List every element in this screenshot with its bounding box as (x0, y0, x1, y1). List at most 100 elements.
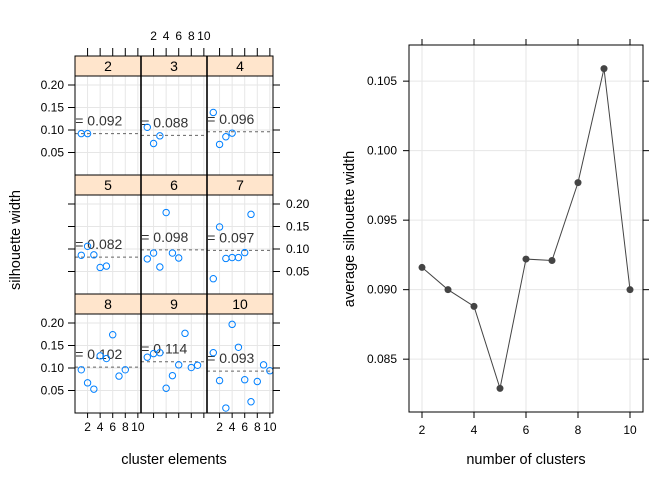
strip-label: 7 (236, 177, 244, 193)
panel-k9: 9 ∕ = 0.114 (132, 293, 208, 414)
panel-content: ∕ = 0.093 (207, 314, 273, 413)
x-tick-label: 8 (122, 420, 129, 434)
x-tick-label: 8 (188, 29, 195, 43)
x-tick-label: 2 (216, 420, 223, 434)
y-axis-title: average silhouette width (342, 151, 358, 307)
strip-label: 5 (104, 177, 112, 193)
strip-label: 2 (104, 58, 112, 74)
x-tick-label: 10 (623, 423, 637, 437)
average-label: ∕ = 0.098 (132, 229, 189, 245)
y-tick-label: 0.100 (367, 144, 397, 158)
data-point (83, 242, 92, 251)
data-point (222, 254, 230, 263)
silhouette-panels-chart: 2 ∕ = 0.092 3 ∕ = 0.088 4 ∕ = 0.096 5 ∕ = 0.082… (8, 29, 310, 468)
data-point (193, 361, 202, 369)
data-point (548, 256, 556, 264)
x-tick-label: 6 (523, 423, 530, 437)
data-point (215, 140, 224, 149)
x-tick-label: 10 (197, 29, 211, 43)
x-tick-label: 10 (263, 420, 277, 434)
data-point (187, 363, 195, 372)
panel-content: ∕ = 0.097 (198, 195, 273, 294)
y-tick-label: 0.085 (367, 352, 397, 366)
data-point (181, 329, 189, 338)
x-tick-label: 4 (471, 423, 478, 437)
average-label: ∕ = 0.088 (132, 114, 189, 130)
data-point (234, 343, 243, 351)
data-point (162, 208, 170, 217)
data-point (626, 286, 634, 294)
data-point (175, 254, 183, 262)
y-tick-label: 0.105 (367, 74, 397, 88)
average-label: ∕ = 0.097 (198, 229, 255, 245)
data-point (266, 367, 273, 375)
y-tick-label: 0.090 (367, 283, 397, 297)
data-point (247, 398, 255, 406)
panel-k3: 3 ∕ = 0.088 (132, 55, 208, 176)
x-tick-label: 2 (84, 420, 91, 434)
y-tick-label: 0.20 (286, 197, 310, 211)
average-label: ∕ = 0.082 (66, 236, 123, 252)
data-point (418, 263, 426, 271)
x-tick-label: 6 (241, 420, 248, 434)
panel-border (74, 313, 142, 414)
data-point (168, 371, 177, 380)
y-tick-label: 0.10 (286, 242, 310, 256)
data-point (228, 129, 236, 137)
data-point (102, 354, 111, 363)
data-point (222, 133, 230, 141)
panel-k6: 6 ∕ = 0.098 (132, 174, 208, 295)
strip-label: 6 (170, 177, 178, 193)
data-point (209, 275, 217, 283)
strip-label: 3 (170, 58, 178, 74)
y-axis-title: silhouette width (8, 190, 24, 290)
y-tick-label: 0.05 (286, 265, 310, 279)
average-label: ∕ = 0.102 (66, 346, 123, 362)
x-tick-label: 8 (254, 420, 261, 434)
x-tick-label: 8 (575, 423, 582, 437)
strip-label: 4 (236, 58, 244, 74)
panel-content: ∕ = 0.092 (66, 76, 141, 175)
panel-content: ∕ = 0.082 (66, 195, 141, 294)
y-tick-label: 0.05 (41, 384, 65, 398)
y-tick-label: 0.20 (41, 78, 65, 92)
data-point (109, 331, 117, 339)
strip-label: 9 (170, 296, 178, 312)
data-point (574, 179, 582, 187)
panel-k7: 7 ∕ = 0.097 (198, 174, 274, 295)
y-tick-label: 0.20 (41, 316, 65, 330)
x-tick-label: 2 (150, 29, 157, 43)
y-tick-label: 0.15 (41, 339, 65, 353)
data-point (209, 108, 217, 117)
panel-content: ∕ = 0.114 (132, 314, 207, 413)
average-silhouette-chart: 2 4 6 8 10 0.085 0.090 0.095 0.100 0.105 number of… (342, 39, 649, 468)
data-point (149, 139, 158, 148)
average-label: ∕ = 0.092 (66, 113, 123, 129)
panel-content: ∕ = 0.098 (132, 195, 207, 294)
data-point (156, 132, 164, 140)
y-tick-label: 0.05 (41, 146, 65, 160)
data-point (253, 377, 261, 386)
data-point (90, 385, 98, 393)
data-point (259, 361, 268, 369)
data-point (175, 361, 183, 369)
data-point (215, 223, 224, 231)
x-tick-label: 4 (97, 420, 104, 434)
panel-content: ∕ = 0.096 (207, 76, 273, 175)
x-tick-label: 4 (163, 29, 170, 43)
data-point (121, 366, 129, 374)
average-label: ∕ = 0.114 (132, 341, 188, 357)
x-tick-label: 10 (131, 420, 145, 434)
y-tick-label: 0.10 (41, 123, 65, 137)
data-point (241, 248, 249, 257)
y-tick-label: 0.15 (286, 220, 310, 234)
data-point (115, 372, 123, 380)
data-point (162, 384, 170, 392)
data-point (247, 210, 255, 219)
data-point (209, 349, 217, 357)
y-tick-label: 0.10 (41, 361, 65, 375)
data-point (156, 349, 164, 357)
data-point (496, 384, 504, 392)
data-point (149, 249, 158, 257)
data-point (234, 253, 243, 262)
